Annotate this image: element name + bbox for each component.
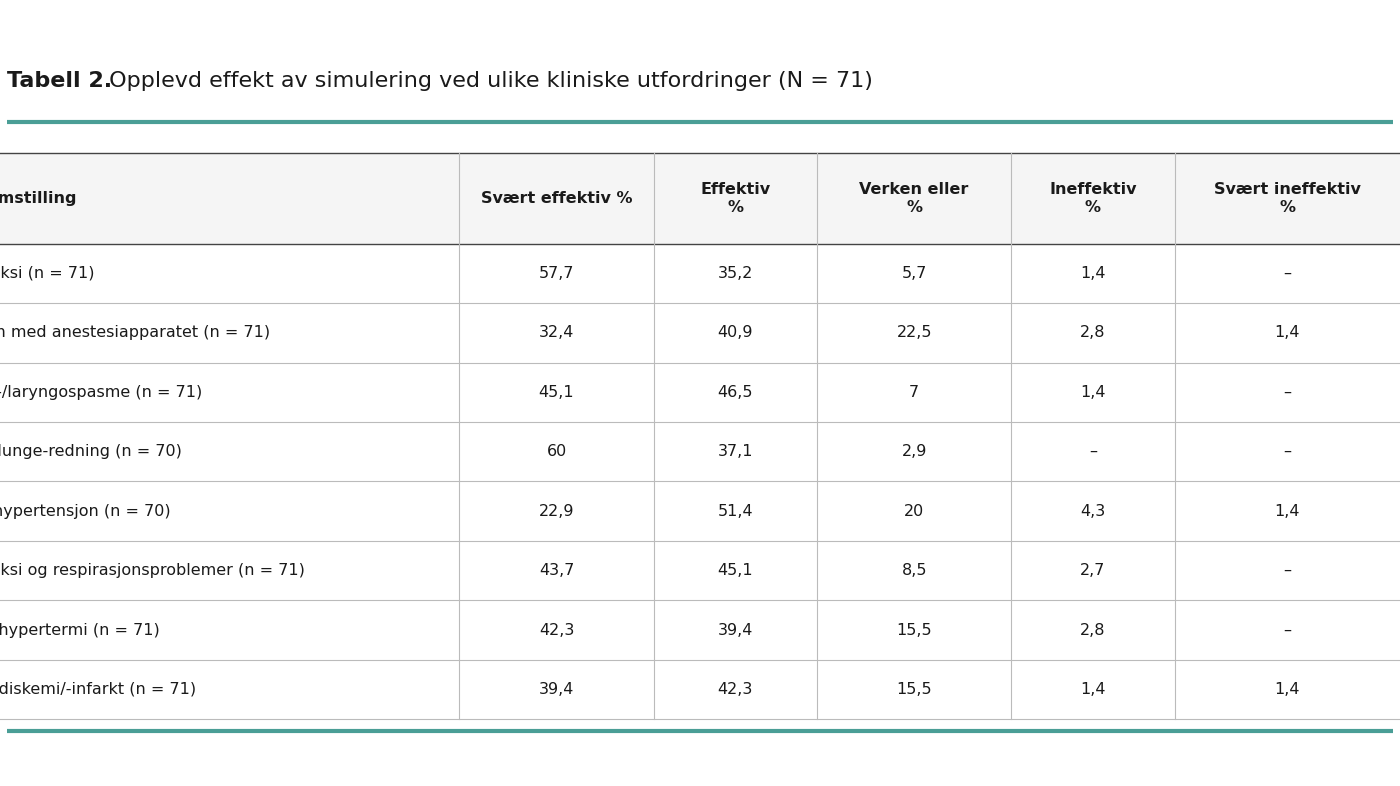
Text: 42,3: 42,3	[539, 623, 574, 637]
Text: 1,4: 1,4	[1274, 682, 1301, 697]
Text: 22,5: 22,5	[896, 325, 932, 340]
Text: 32,4: 32,4	[539, 325, 574, 340]
Text: 2,8: 2,8	[1081, 623, 1106, 637]
Text: Effektiv
%: Effektiv %	[700, 182, 770, 215]
Text: Verken eller
%: Verken eller %	[860, 182, 969, 215]
Text: Svært effektiv %: Svært effektiv %	[480, 191, 633, 206]
Text: 5,7: 5,7	[902, 266, 927, 281]
Text: 45,1: 45,1	[539, 385, 574, 400]
Text: 35,2: 35,2	[718, 266, 753, 281]
Text: Hjerte–lunge-redning (n = 70): Hjerte–lunge-redning (n = 70)	[0, 444, 182, 459]
Text: –: –	[1284, 266, 1291, 281]
Text: –: –	[1284, 444, 1291, 459]
Text: 45,1: 45,1	[718, 563, 753, 578]
Text: 2,8: 2,8	[1081, 325, 1106, 340]
Text: Problem med anestesiapparatet (n = 71): Problem med anestesiapparatet (n = 71)	[0, 325, 270, 340]
Text: 40,9: 40,9	[718, 325, 753, 340]
Text: 4,3: 4,3	[1081, 504, 1106, 519]
Text: 39,4: 39,4	[539, 682, 574, 697]
Text: 8,5: 8,5	[902, 563, 927, 578]
Text: 60: 60	[546, 444, 567, 459]
Text: Hypo-/hypertensjon (n = 70): Hypo-/hypertensjon (n = 70)	[0, 504, 171, 519]
Text: –: –	[1089, 444, 1098, 459]
Bar	[0, 153, 1400, 244]
Text: –: –	[1284, 623, 1291, 637]
Text: 1,4: 1,4	[1274, 504, 1301, 519]
Text: Tabell 2.: Tabell 2.	[7, 71, 112, 90]
Text: 51,4: 51,4	[718, 504, 753, 519]
Text: 1,4: 1,4	[1081, 266, 1106, 281]
Text: Malign hypertermi (n = 71): Malign hypertermi (n = 71)	[0, 623, 160, 637]
Text: 1,4: 1,4	[1274, 325, 1301, 340]
Text: 22,9: 22,9	[539, 504, 574, 519]
Text: 20: 20	[904, 504, 924, 519]
Text: Svært ineffektiv
%: Svært ineffektiv %	[1214, 182, 1361, 215]
Text: 39,4: 39,4	[718, 623, 753, 637]
Text: 42,3: 42,3	[718, 682, 753, 697]
Text: Bronko-/laryngospasme (n = 71): Bronko-/laryngospasme (n = 71)	[0, 385, 202, 400]
Text: 1,4: 1,4	[1081, 385, 1106, 400]
Text: 2,7: 2,7	[1081, 563, 1106, 578]
Text: 43,7: 43,7	[539, 563, 574, 578]
Text: Anafylaksi (n = 71): Anafylaksi (n = 71)	[0, 266, 94, 281]
Text: 15,5: 15,5	[896, 682, 932, 697]
Text: Anafylaksi og respirasjonsproblemer (n = 71): Anafylaksi og respirasjonsproblemer (n =…	[0, 563, 305, 578]
Text: Myokardiskemi/-infarkt (n = 71): Myokardiskemi/-infarkt (n = 71)	[0, 682, 196, 697]
Text: –: –	[1284, 385, 1291, 400]
Text: 2,9: 2,9	[902, 444, 927, 459]
Text: Problemstilling: Problemstilling	[0, 191, 77, 206]
Text: 7: 7	[909, 385, 920, 400]
Text: 37,1: 37,1	[718, 444, 753, 459]
Text: 15,5: 15,5	[896, 623, 932, 637]
Text: Ineffektiv
%: Ineffektiv %	[1049, 182, 1137, 215]
Text: 46,5: 46,5	[718, 385, 753, 400]
Text: Opplevd effekt av simulering ved ulike kliniske utfordringer (N = 71): Opplevd effekt av simulering ved ulike k…	[102, 71, 874, 90]
Text: 1,4: 1,4	[1081, 682, 1106, 697]
Text: –: –	[1284, 563, 1291, 578]
Text: 57,7: 57,7	[539, 266, 574, 281]
